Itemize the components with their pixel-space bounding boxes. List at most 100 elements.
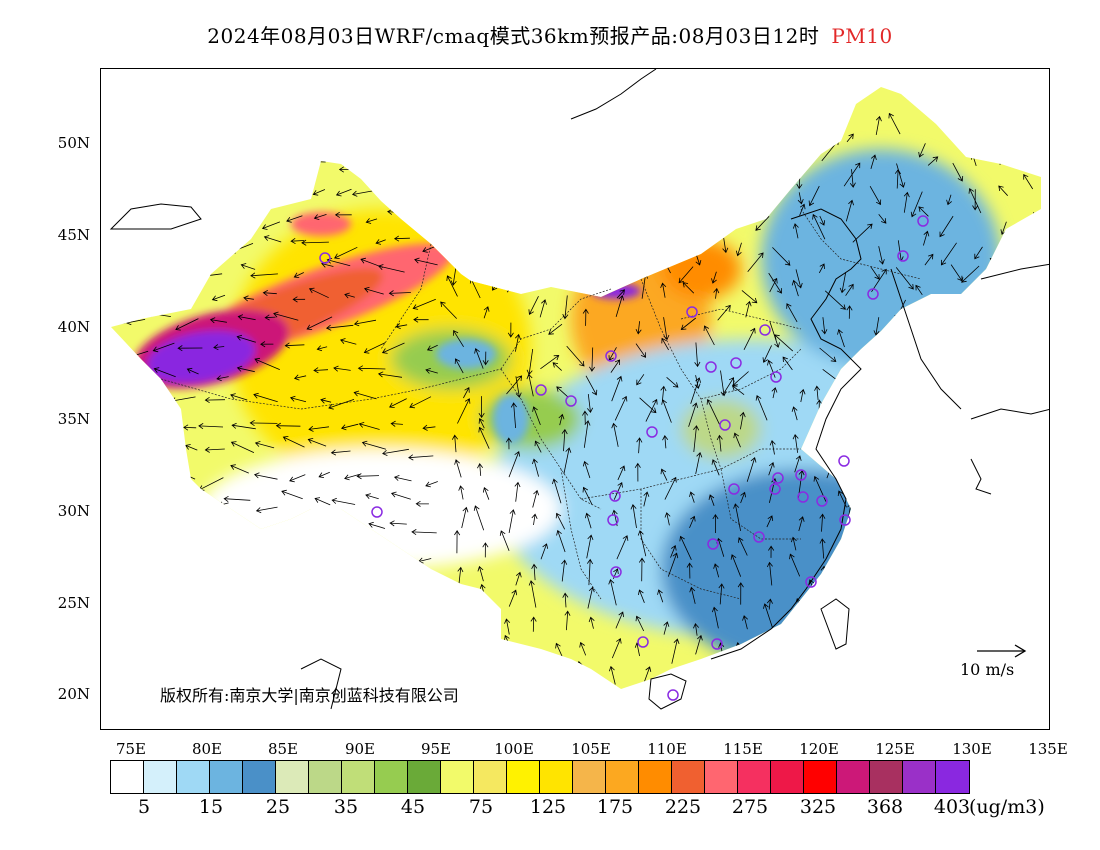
wind-arrow bbox=[1003, 312, 1010, 326]
wind-arrow bbox=[690, 137, 702, 164]
wind-arrow bbox=[974, 588, 982, 610]
lon-tick-label: 105E bbox=[571, 740, 611, 758]
wind-arrow bbox=[611, 638, 622, 659]
wind-arrow bbox=[690, 377, 701, 404]
wind-arrow bbox=[823, 669, 830, 683]
wind-arrow bbox=[877, 379, 901, 398]
wind-arrow bbox=[292, 296, 306, 303]
wind-arrow bbox=[532, 406, 541, 426]
wind-arrow bbox=[111, 611, 118, 621]
wind-arrow bbox=[556, 386, 569, 398]
wind-arrow bbox=[923, 230, 930, 246]
wind-arrow bbox=[586, 558, 594, 586]
wind-arrow bbox=[125, 662, 148, 671]
wind-arrow bbox=[943, 125, 952, 136]
wind-arrow bbox=[332, 521, 358, 532]
wind-arrow bbox=[846, 433, 853, 452]
wind-arrow bbox=[513, 192, 521, 204]
wind-arrow bbox=[121, 158, 147, 166]
wind-arrow bbox=[176, 164, 203, 177]
wind-arrow bbox=[306, 316, 333, 330]
wind-arrow bbox=[703, 325, 715, 346]
wind-arrow bbox=[771, 188, 780, 202]
wind-arrow bbox=[819, 215, 826, 226]
wind-arrow bbox=[313, 214, 327, 220]
wind-arrow bbox=[768, 461, 775, 476]
wind-arrow bbox=[686, 562, 693, 579]
wind-arrow bbox=[769, 439, 776, 455]
wind-arrow bbox=[634, 462, 641, 482]
wind-arrow bbox=[915, 380, 926, 403]
wind-arrow bbox=[151, 654, 171, 662]
wind-arrow bbox=[878, 246, 885, 265]
wind-arrow bbox=[638, 589, 645, 603]
wind-arrow bbox=[991, 348, 1006, 366]
wind-arrow bbox=[561, 428, 568, 452]
wind-arrow bbox=[611, 375, 623, 402]
wind-arrow bbox=[375, 239, 386, 245]
wind-arrow bbox=[755, 216, 770, 231]
colorbar-swatch bbox=[936, 761, 969, 793]
wind-arrow bbox=[111, 139, 122, 147]
wind-arrow bbox=[227, 163, 254, 170]
wind-arrow bbox=[223, 628, 248, 637]
wind-arrow bbox=[137, 524, 150, 531]
wind-arrow bbox=[398, 583, 409, 590]
wind-arrow bbox=[589, 139, 598, 163]
wind-arrow bbox=[918, 143, 926, 158]
wind-arrow bbox=[1026, 457, 1033, 478]
wind-arrow bbox=[157, 284, 170, 291]
wind-arrow bbox=[265, 635, 278, 641]
wind-arrow bbox=[837, 328, 845, 348]
wind-arrow bbox=[304, 544, 332, 551]
wind-arrow bbox=[408, 454, 434, 461]
wind-arrow bbox=[635, 615, 645, 632]
wind-arrow bbox=[606, 162, 616, 190]
wind-arrow bbox=[818, 440, 826, 452]
wind-arrow bbox=[998, 185, 1008, 196]
wind-arrow bbox=[895, 317, 907, 343]
wind-arrow bbox=[311, 521, 328, 528]
wind-arrow bbox=[344, 292, 355, 299]
wind-arrow bbox=[231, 546, 254, 555]
wind-arrow bbox=[1028, 474, 1035, 500]
wind-arrow bbox=[586, 394, 594, 414]
wind-arrow bbox=[694, 375, 701, 390]
wind-arrow bbox=[365, 493, 379, 500]
wind-arrow bbox=[474, 348, 484, 369]
wind-arrow bbox=[978, 484, 986, 502]
wind-arrow bbox=[771, 387, 778, 399]
wind-arrow bbox=[954, 347, 963, 373]
wind-arrow bbox=[314, 497, 331, 506]
wind-arrow bbox=[111, 653, 119, 663]
wind-arrow bbox=[947, 614, 954, 635]
wind-arrow bbox=[924, 253, 934, 266]
wind-arrow bbox=[840, 566, 846, 577]
wind-arrow bbox=[415, 167, 433, 175]
wind-arrow bbox=[236, 365, 255, 373]
wind-arrow bbox=[552, 180, 559, 191]
wind-arrow bbox=[810, 640, 820, 663]
wind-arrow bbox=[301, 239, 329, 246]
wind-arrow bbox=[259, 549, 278, 556]
colorbar-label: 125 bbox=[529, 796, 567, 818]
wind-arrow bbox=[363, 552, 379, 559]
wind-arrow bbox=[552, 478, 562, 504]
wind-arrow bbox=[207, 131, 227, 138]
wind-arrow bbox=[660, 385, 667, 402]
wind-arrow bbox=[210, 572, 225, 580]
lat-tick-label: 50N bbox=[57, 134, 90, 152]
wind-arrow bbox=[818, 263, 825, 274]
wind-arrow bbox=[561, 559, 568, 582]
wind-arrow bbox=[903, 412, 911, 426]
wind-arrow bbox=[111, 553, 123, 559]
wind-arrow bbox=[231, 422, 256, 430]
wind-arrow bbox=[874, 616, 881, 629]
wind-arrow bbox=[243, 295, 254, 302]
wind-arrow bbox=[177, 632, 203, 642]
wind-arrow bbox=[455, 169, 463, 189]
wind-arrow bbox=[910, 191, 923, 218]
wind-arrow bbox=[237, 314, 256, 321]
colorbar-label: 25 bbox=[265, 796, 291, 818]
wind-arrow bbox=[484, 162, 490, 179]
